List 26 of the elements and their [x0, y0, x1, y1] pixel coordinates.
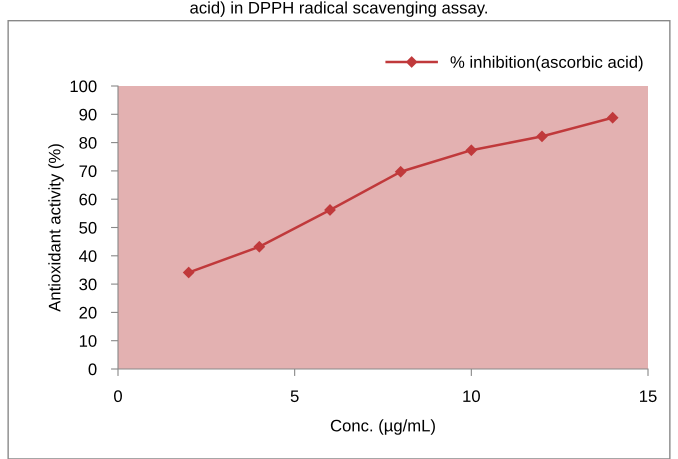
point	[466, 144, 477, 156]
legend-label: % inhibition(ascorbic acid)	[450, 56, 643, 72]
y-tick-label: 80	[79, 137, 97, 149]
y-tick-label: 10	[80, 335, 97, 347]
y-tick-label: 0	[88, 363, 97, 376]
y-tick-label: 40	[79, 250, 97, 262]
y-tick-label: 30	[79, 278, 97, 290]
x-tick-label: 10	[463, 390, 480, 402]
y-tick-label: 50	[79, 222, 97, 234]
point	[324, 204, 336, 216]
y-tick-label: 60	[79, 194, 97, 206]
point	[183, 266, 194, 278]
y-tick-label: 20	[79, 306, 97, 319]
x-tick-label: 0	[114, 390, 122, 402]
y-tick-label: 100	[70, 80, 97, 92]
point	[254, 241, 265, 252]
point	[607, 112, 618, 124]
x-tick-label: 5	[290, 390, 299, 402]
y-tick-label: 90	[79, 108, 97, 121]
y-axis-title: Antioxidant activity (%)	[48, 144, 64, 312]
chart-title: acid) in DPPH radical scavenging assay.	[190, 1, 487, 17]
y-tick-label: 70	[79, 165, 97, 178]
x-tick-label: 15	[640, 390, 657, 402]
x-axis-title: Conc. (µg/mL)	[330, 419, 435, 435]
point	[536, 130, 548, 142]
point	[395, 166, 406, 178]
